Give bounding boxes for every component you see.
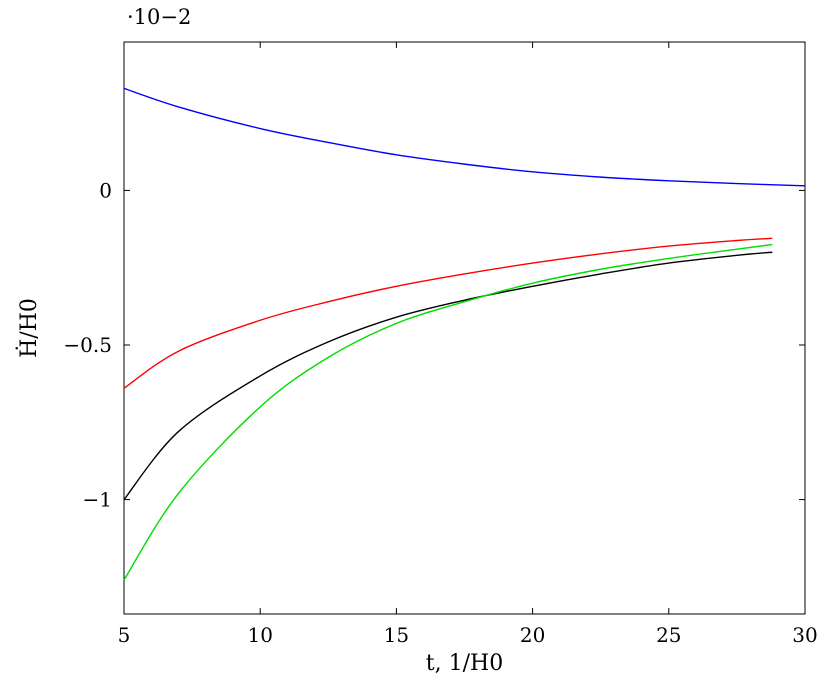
y-axis-label: Ḣ/H0: [15, 298, 42, 358]
series-group: [123, 87, 806, 581]
plot-frame: [123, 41, 806, 615]
x-tick-label: 10: [247, 623, 272, 647]
x-tick-label: 5: [118, 623, 131, 647]
x-tick-label: 30: [792, 623, 817, 647]
series-line-1: [123, 237, 773, 389]
series-line-0: [123, 87, 806, 187]
ticks: [123, 42, 806, 614]
series-line-3: [123, 243, 773, 581]
y-tick-label: −1: [83, 488, 112, 512]
series-line-2: [123, 251, 773, 501]
x-axis-label: t, 1/H0: [426, 651, 503, 676]
x-tick-label: 20: [520, 623, 545, 647]
y-tick-label: 0: [99, 178, 112, 202]
x-tick-label: 15: [384, 623, 409, 647]
y-scale-note: ·10−2: [127, 5, 191, 29]
y-tick-label: −0.5: [63, 333, 112, 357]
x-tick-label: 25: [656, 623, 681, 647]
labels: 5 10 15 20 25 30 0 −0.5 −1 t, 1/H0 Ḣ/H0 ·10−2: [15, 5, 818, 676]
